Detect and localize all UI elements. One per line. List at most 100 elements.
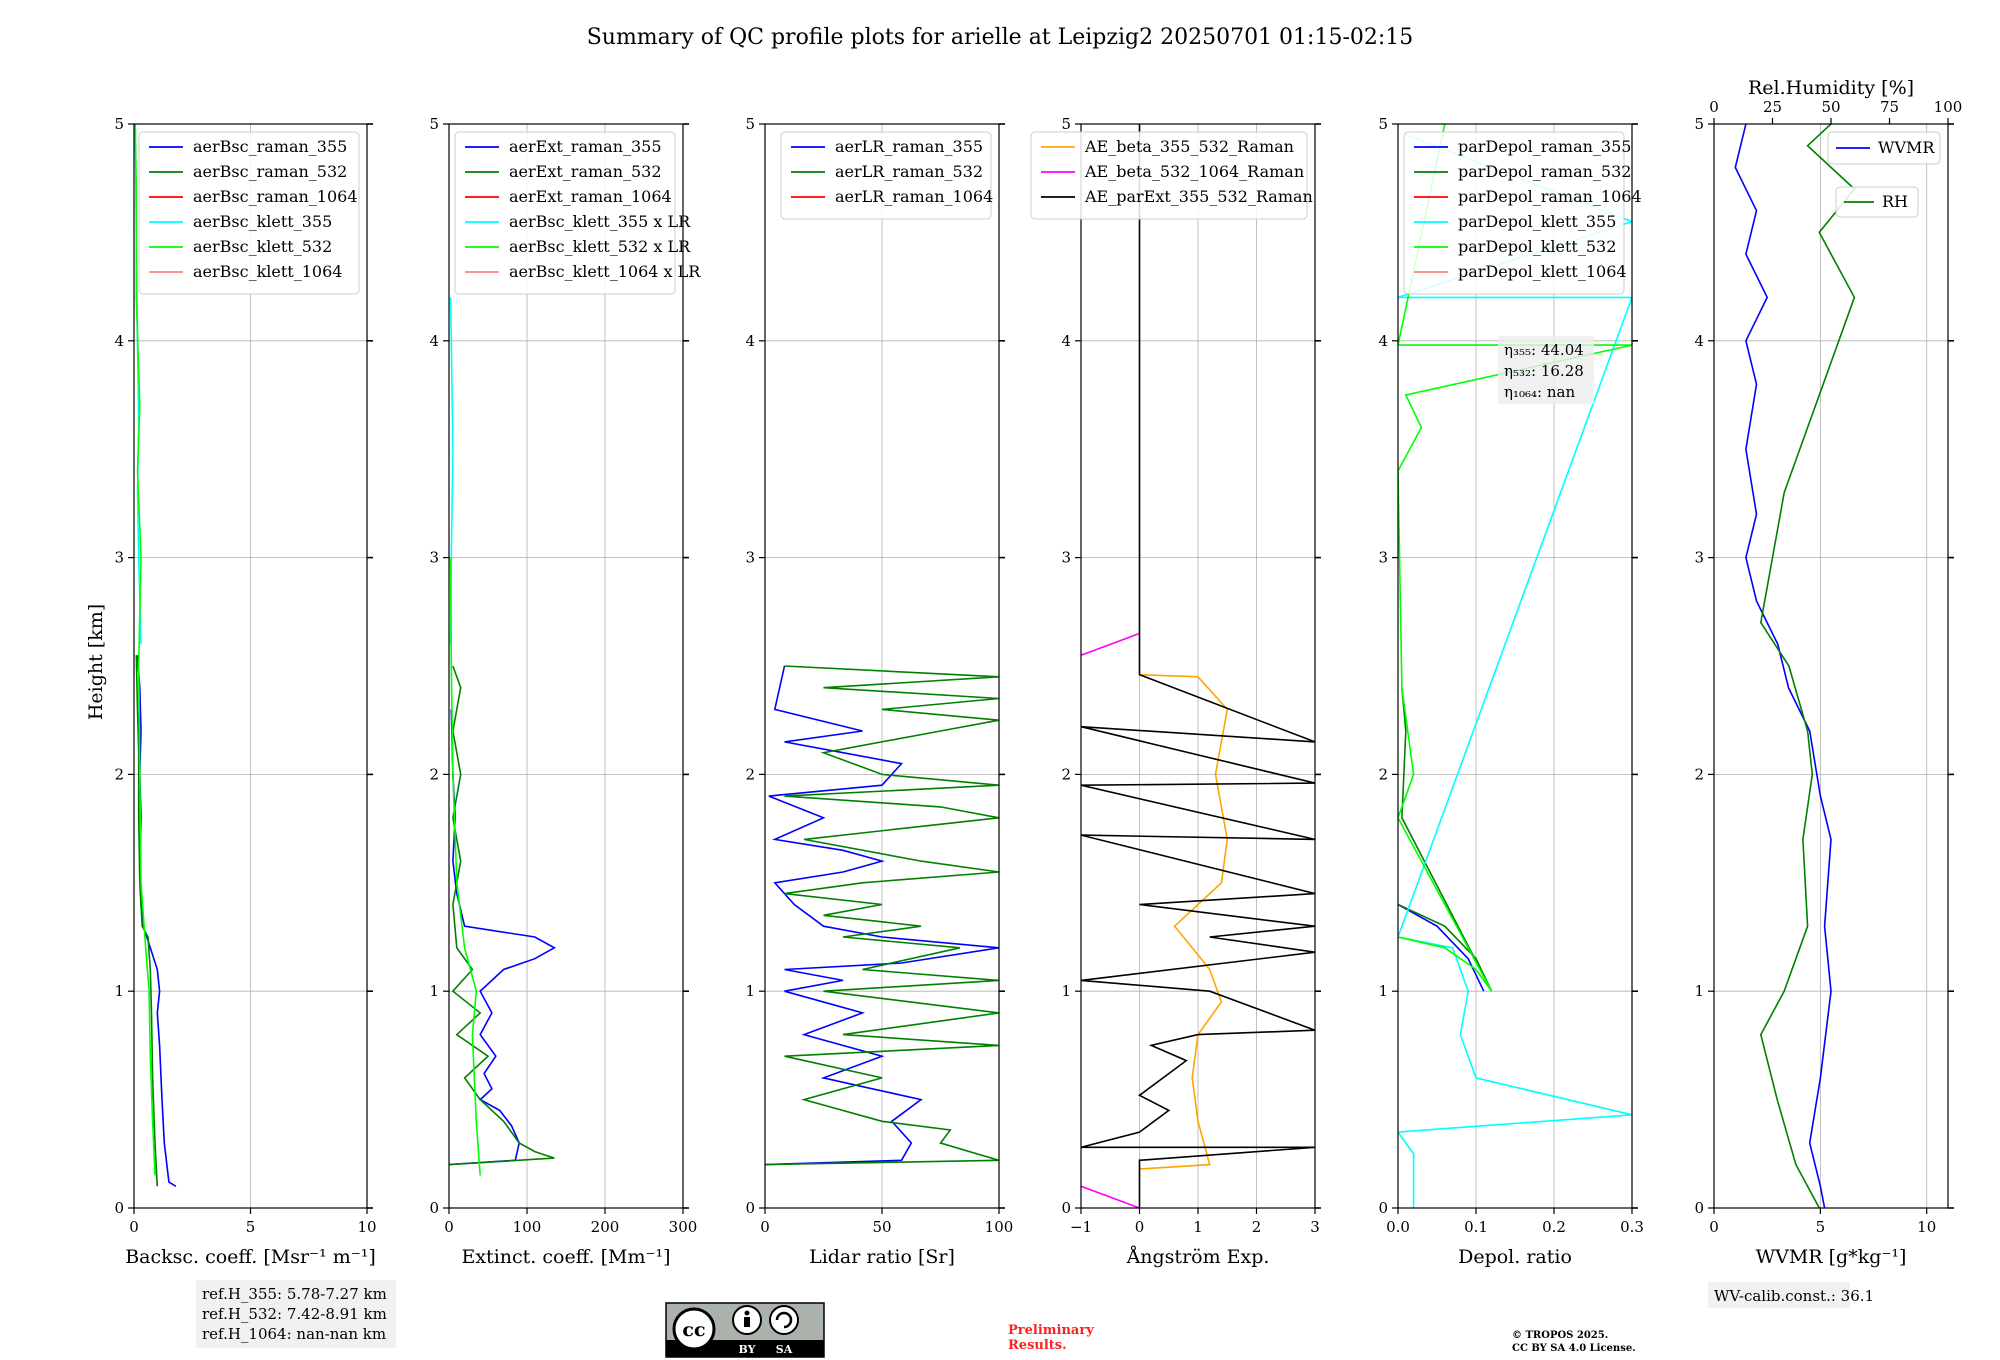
legend-entry: parDepol_klett_1064 xyxy=(1458,262,1627,281)
y-tick-label: 0 xyxy=(745,1199,755,1217)
legend-entry: aerLR_raman_532 xyxy=(835,162,983,181)
legend-entry: AE_beta_532_1064_Raman xyxy=(1084,162,1304,181)
series-group xyxy=(449,297,556,1176)
series-pardepol-klett-355 xyxy=(1398,134,1632,1208)
y-tick-label: 4 xyxy=(429,332,439,350)
axes-frame xyxy=(448,123,684,1209)
y-tick-label: 3 xyxy=(114,549,124,567)
series-group xyxy=(765,665,999,1166)
panel-lidar-ratio: 0 50 100 0 1 2 3 4 5 Lidar ratio [Sr] aerLR_raman_… xyxy=(745,115,1013,1268)
panel-backscatter: 0 5 10 0 1 2 3 4 5 Backsc. coeff. [Msr⁻¹ m⁻¹] aerB… xyxy=(114,115,376,1268)
y-tick-label: 4 xyxy=(745,332,755,350)
legend-entry: aerBsc_klett_1064 xyxy=(193,262,342,281)
x-tick-label: 5 xyxy=(1816,1218,1826,1236)
sa-label: SA xyxy=(776,1343,793,1356)
legend-entry: AE_parExt_355_532_Raman xyxy=(1084,187,1313,206)
series-group xyxy=(1734,124,1856,1208)
series-pardepol-klett-532 xyxy=(1398,124,1632,992)
legend-box xyxy=(1835,186,1919,218)
series-ae-parext-355-532-raman xyxy=(1081,124,1315,1208)
legend-box xyxy=(1030,131,1308,220)
series-wvmr xyxy=(1734,124,1832,1208)
legend-entry: aerBsc_klett_1064 x LR xyxy=(509,262,701,281)
legend-box xyxy=(138,131,360,295)
ref-line-1064: ref.H_1064: nan-nan km xyxy=(202,1325,386,1343)
series-ae-beta-355-532-raman xyxy=(1139,673,1229,1170)
x-tick-label: 0 xyxy=(444,1218,454,1236)
y-tick-label: 2 xyxy=(114,765,124,783)
legend-box xyxy=(1403,131,1625,295)
ref-line-355: ref.H_355: 5.78-7.27 km xyxy=(202,1285,387,1303)
wv-calibration-box: WV-calib.const.: 36.1 xyxy=(1708,1282,1874,1308)
legend-entry: parDepol_raman_532 xyxy=(1458,162,1631,181)
eta-line: η₁₀₆₄: nan xyxy=(1504,383,1575,401)
x-tick-label: 100 xyxy=(985,1218,1014,1236)
top-axis-label: Rel.Humidity [%] xyxy=(1748,77,1914,99)
x-tick-label: 0.2 xyxy=(1542,1218,1566,1236)
legend-entry: aerBsc_klett_355 x LR xyxy=(509,212,691,231)
series-ae-beta-532-1064-raman-upper xyxy=(1081,632,1140,656)
top-x-tick-label: 0 xyxy=(1709,98,1719,116)
legend-entry: parDepol_klett_532 xyxy=(1458,237,1616,256)
y-tick-label: 5 xyxy=(429,115,439,133)
series-group xyxy=(134,124,177,1187)
x-tick-label: 5 xyxy=(246,1218,256,1236)
top-x-tick-label: 75 xyxy=(1880,98,1899,116)
series-pardepol-raman-355 xyxy=(1398,903,1485,992)
top-x-tick-label: 25 xyxy=(1763,98,1782,116)
y-tick-label: 0 xyxy=(429,1199,439,1217)
y-tick-label: 4 xyxy=(1061,332,1071,350)
copyright-line-1: © TROPOS 2025. xyxy=(1512,1330,1608,1341)
axes-frame xyxy=(1713,123,1949,1209)
legend-entry: aerLR_raman_1064 xyxy=(835,187,993,206)
x-tick-label: 3 xyxy=(1310,1218,1320,1236)
y-tick-label: 5 xyxy=(114,115,124,133)
y-tick-label: 2 xyxy=(1694,765,1704,783)
legend-box xyxy=(780,131,992,220)
y-tick-label: 2 xyxy=(1378,765,1388,783)
legend-entry: aerExt_raman_1064 xyxy=(509,187,672,206)
x-tick-label: 0 xyxy=(1135,1218,1145,1236)
y-tick-label: 3 xyxy=(1694,549,1704,567)
legend-entry: aerBsc_klett_532 xyxy=(193,237,332,256)
legend-entry: aerBsc_klett_532 x LR xyxy=(509,237,691,256)
legend-entry: parDepol_raman_1064 xyxy=(1458,187,1642,206)
x-tick-label: 200 xyxy=(591,1218,620,1236)
x-tick-label: −1 xyxy=(1070,1218,1092,1236)
y-tick-label: 5 xyxy=(1061,115,1071,133)
legend-entry: parDepol_klett_355 xyxy=(1458,212,1616,231)
y-axis-label: Height [km] xyxy=(85,604,107,720)
y-tick-label: 3 xyxy=(1061,549,1071,567)
series-aerext-raman-532 xyxy=(449,665,555,1166)
cc-icon xyxy=(672,1307,716,1351)
top-x-tick-label: 100 xyxy=(1934,98,1963,116)
y-tick-label: 0 xyxy=(1378,1199,1388,1217)
panel-depolarization: 0.0 0.1 0.2 0.3 0 1 2 3 4 5 Depol. ratio parDepol_r… xyxy=(1378,115,1643,1268)
y-tick-label: 0 xyxy=(1061,1199,1071,1217)
eta-line: η₃₅₅: 44.04 xyxy=(1504,341,1584,359)
legend-entry: aerBsc_raman_355 xyxy=(193,137,347,156)
y-tick-label: 5 xyxy=(1378,115,1388,133)
series-group xyxy=(1398,124,1632,1208)
x-axis-label: Backsc. coeff. [Msr⁻¹ m⁻¹] xyxy=(125,1246,376,1268)
ref-line-532: ref.H_532: 7.42-8.91 km xyxy=(202,1305,387,1323)
y-tick-label: 2 xyxy=(745,765,755,783)
x-axis-label: WVMR [g*kg⁻¹] xyxy=(1756,1246,1907,1268)
x-tick-label: 50 xyxy=(872,1218,891,1236)
x-tick-label: 0.1 xyxy=(1464,1218,1488,1236)
legend-entry: RH xyxy=(1882,192,1908,211)
x-axis-label: Ångström Exp. xyxy=(1126,1246,1270,1268)
x-tick-label: 10 xyxy=(1917,1218,1936,1236)
copyright-line-2: CC BY SA 4.0 License. xyxy=(1512,1343,1636,1354)
y-tick-label: 1 xyxy=(1694,982,1704,1000)
legend-entry: aerLR_raman_355 xyxy=(835,137,983,156)
y-tick-label: 3 xyxy=(745,549,755,567)
y-tick-label: 1 xyxy=(429,982,439,1000)
wv-calibration-text: WV-calib.const.: 36.1 xyxy=(1714,1287,1874,1305)
series-ae-beta-532-1064-raman xyxy=(1081,1185,1140,1208)
x-tick-label: 2 xyxy=(1252,1218,1262,1236)
legend-entry: aerBsc_raman_1064 xyxy=(193,187,358,206)
x-axis-label: Depol. ratio xyxy=(1458,1246,1572,1268)
y-tick-label: 2 xyxy=(429,765,439,783)
x-tick-label: 10 xyxy=(357,1218,376,1236)
